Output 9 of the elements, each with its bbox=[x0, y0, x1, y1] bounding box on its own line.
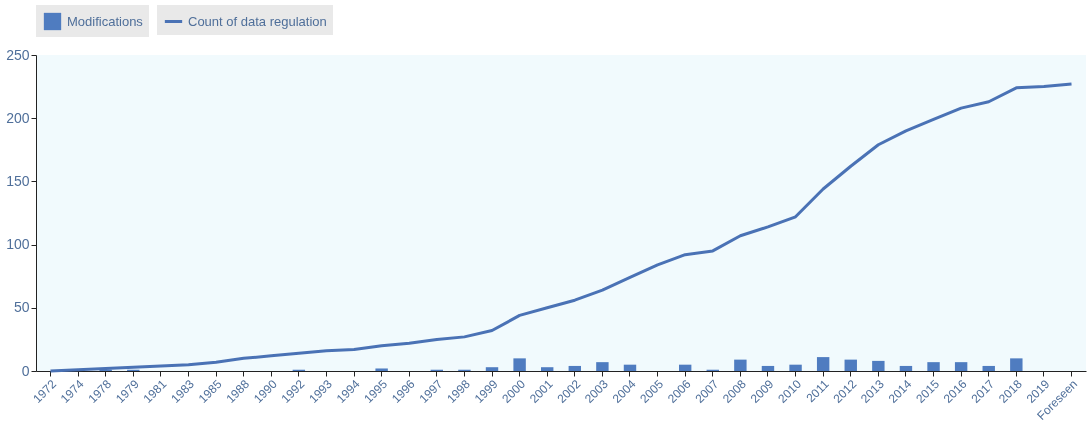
y-tick-label: 200 bbox=[6, 109, 30, 126]
legend-label: Count of data regulation bbox=[188, 13, 327, 29]
y-tick-label: 50 bbox=[13, 299, 30, 316]
y-tick-label: 250 bbox=[6, 46, 30, 63]
y-tick-label: 100 bbox=[6, 236, 30, 253]
y-tick-label: 150 bbox=[6, 172, 30, 189]
legend-label: Modifications bbox=[67, 13, 144, 29]
line-series bbox=[48, 82, 1074, 373]
y-tick-label: 0 bbox=[21, 362, 30, 379]
